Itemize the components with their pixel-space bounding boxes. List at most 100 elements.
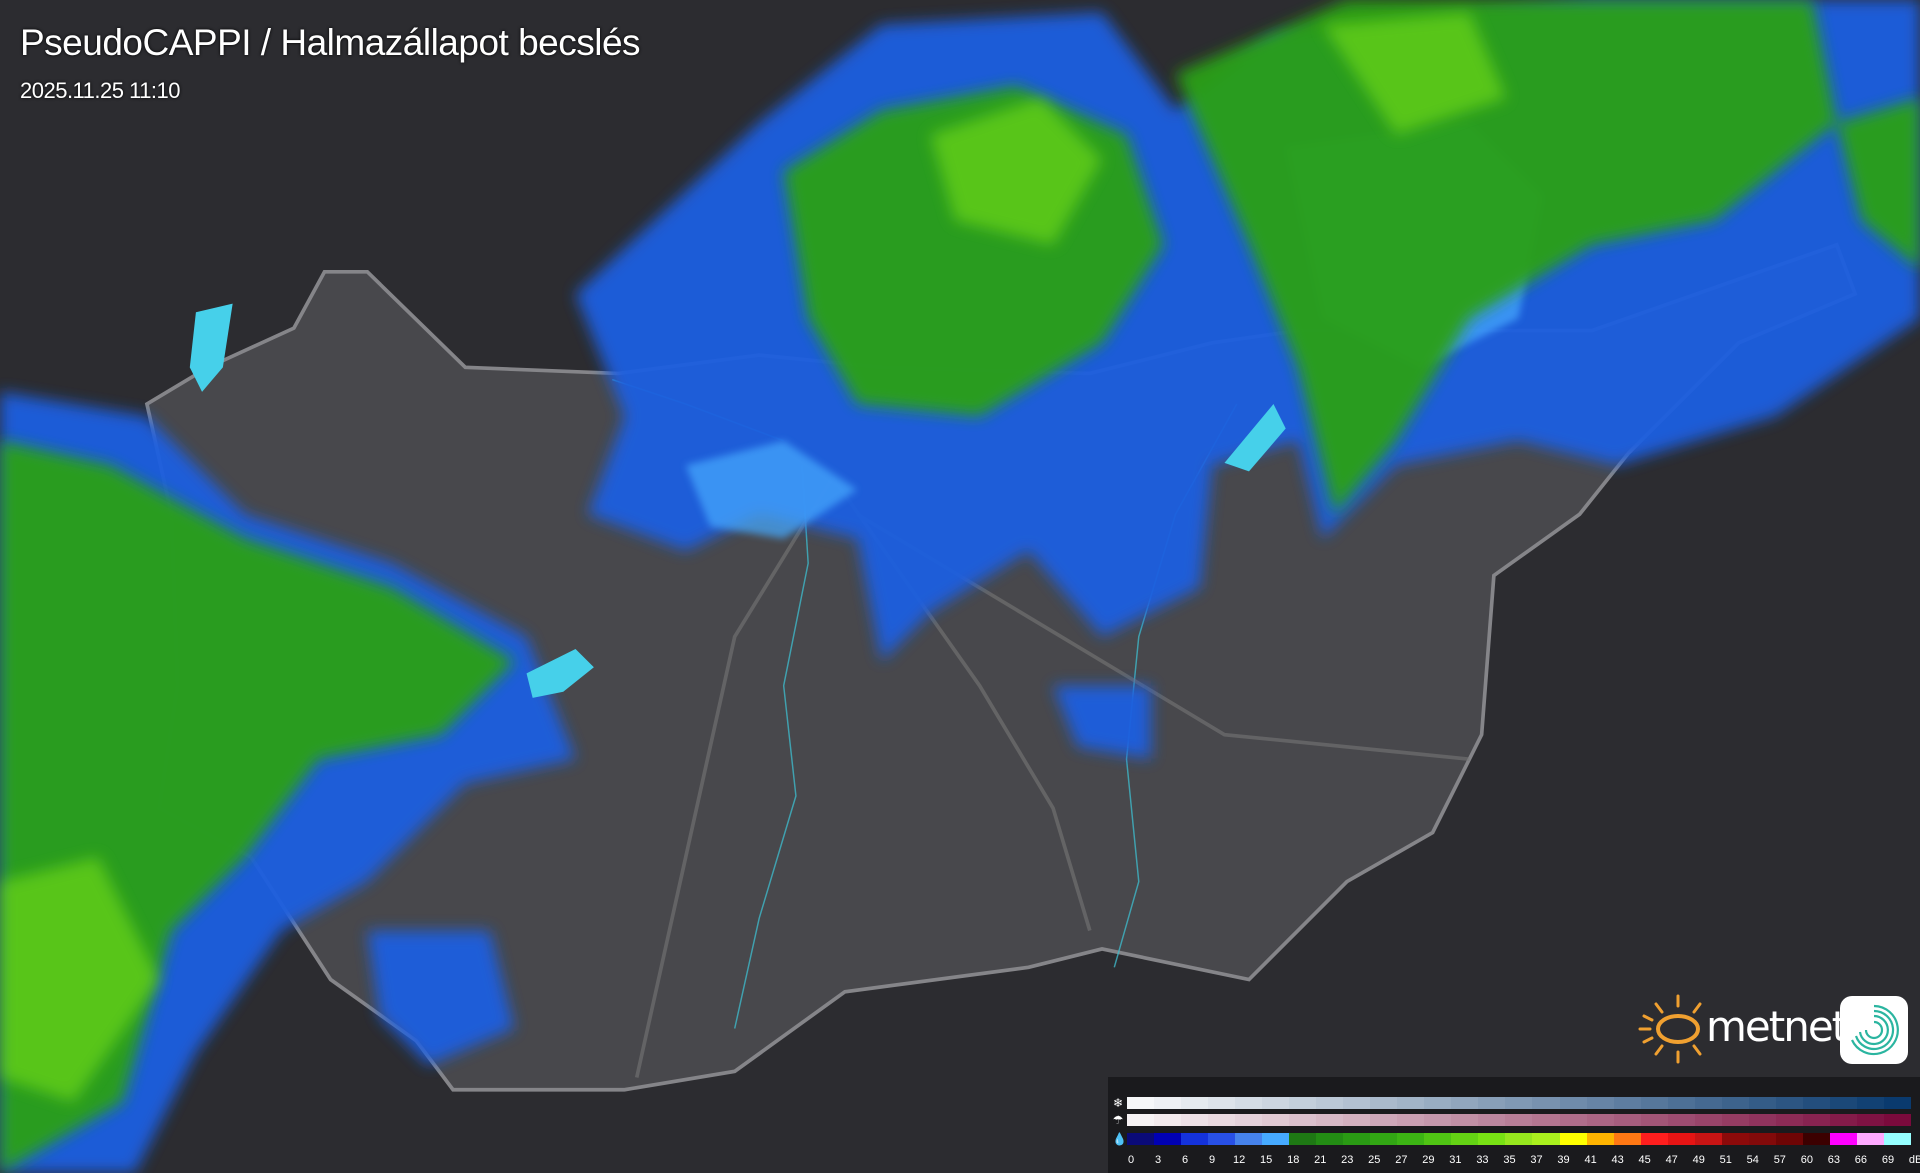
mixed-color-cell [1127, 1114, 1155, 1126]
rain-scale-bar [1127, 1133, 1911, 1145]
scale-tick-label: 41 [1584, 1154, 1597, 1166]
snow-color-cell [1748, 1097, 1776, 1109]
mixed-color-cell [1721, 1114, 1749, 1126]
scale-tick-label: 23 [1341, 1154, 1354, 1166]
mixed-color-cell [1343, 1114, 1371, 1126]
rain-color-cell [1262, 1133, 1290, 1145]
snow-color-cell [1370, 1097, 1398, 1109]
rain-color-cell [1235, 1133, 1263, 1145]
mixed-color-cell [1856, 1114, 1884, 1126]
snow-color-cell [1289, 1097, 1317, 1109]
scale-tick-label: 43 [1611, 1154, 1624, 1166]
scale-tick-label: 0 [1127, 1154, 1135, 1166]
mixed-color-cell [1505, 1114, 1533, 1126]
mixed-color-cell [1775, 1114, 1803, 1126]
snow-color-cell [1451, 1097, 1479, 1109]
rain-color-cell [1883, 1133, 1911, 1145]
dbz-legend: ❄ ☂ 💧 0 3 6 9 12 15 18 21 23 25 27 29 31 33 35 37 39 41 43… [1108, 1077, 1920, 1173]
snow-color-cell [1532, 1097, 1560, 1109]
mixed-color-cell [1478, 1114, 1506, 1126]
rain-color-cell [1559, 1133, 1587, 1145]
scale-tick-label: 54 [1746, 1154, 1759, 1166]
rain-color-cell [1424, 1133, 1452, 1145]
rain-color-cell [1721, 1133, 1749, 1145]
snow-color-cell [1235, 1097, 1263, 1109]
snow-color-cell [1829, 1097, 1857, 1109]
mixed-color-cell [1208, 1114, 1236, 1126]
lake-balaton [526, 648, 594, 698]
raindrop-icon: 💧 [1112, 1132, 1127, 1146]
scale-tick-label: 29 [1422, 1154, 1435, 1166]
mixed-color-cell [1640, 1114, 1668, 1126]
rain-color-cell [1208, 1133, 1236, 1145]
lakes [189, 303, 1286, 698]
scale-tick-label: 6 [1182, 1154, 1189, 1166]
scale-unit-label: dBZ [1908, 1154, 1920, 1166]
mixed-color-cell [1883, 1114, 1911, 1126]
snow-color-cell [1667, 1097, 1695, 1109]
scale-tick-label: 33 [1476, 1154, 1489, 1166]
snow-color-cell [1316, 1097, 1344, 1109]
mixed-color-cell [1370, 1114, 1398, 1126]
snow-color-cell [1640, 1097, 1668, 1109]
rain-color-cell [1640, 1133, 1668, 1145]
mixed-color-cell [1829, 1114, 1857, 1126]
scale-tick-label: 63 [1827, 1154, 1841, 1166]
scale-tick-label: 60 [1800, 1154, 1813, 1166]
snow-color-cell [1154, 1097, 1182, 1109]
lake-tisza [1224, 404, 1286, 472]
scale-tick-label: 69 [1881, 1154, 1895, 1166]
scale-tick-label: 21 [1314, 1154, 1327, 1166]
rain-color-cell [1586, 1133, 1614, 1145]
snow-color-cell [1721, 1097, 1749, 1109]
mixed-color-cell [1748, 1114, 1776, 1126]
snowflake-icon: ❄ [1112, 1096, 1124, 1110]
rain-color-cell [1154, 1133, 1182, 1145]
snow-color-cell [1802, 1097, 1830, 1109]
snow-color-cell [1856, 1097, 1884, 1109]
scale-tick-label: 66 [1854, 1154, 1868, 1166]
mixed-color-cell [1559, 1114, 1587, 1126]
rain-color-cell [1775, 1133, 1803, 1145]
scale-tick-label: 3 [1154, 1154, 1162, 1166]
snow-scale-bar [1127, 1097, 1911, 1109]
scale-tick-label: 45 [1638, 1154, 1651, 1166]
scale-tick-label: 12 [1233, 1154, 1246, 1166]
snow-color-cell [1694, 1097, 1722, 1109]
snow-color-cell [1478, 1097, 1506, 1109]
snow-color-cell [1883, 1097, 1911, 1109]
rain-color-cell [1478, 1133, 1506, 1145]
rain-color-cell [1532, 1133, 1560, 1145]
mixed-color-cell [1289, 1114, 1317, 1126]
mixed-color-cell [1397, 1114, 1425, 1126]
scale-tick-label: 31 [1449, 1154, 1462, 1166]
lake-ferto [189, 303, 233, 392]
mixed-color-cell [1586, 1114, 1614, 1126]
rain-color-cell [1181, 1133, 1209, 1145]
snow-color-cell [1505, 1097, 1533, 1109]
rain-color-cell [1802, 1133, 1830, 1145]
scale-tick-label: 35 [1503, 1154, 1516, 1166]
snow-color-cell [1613, 1097, 1641, 1109]
rain-color-cell [1370, 1133, 1398, 1145]
scale-tick-label: 18 [1287, 1154, 1300, 1166]
mixed-color-cell [1154, 1114, 1182, 1126]
rain-color-cell [1748, 1133, 1776, 1145]
scale-tick-label: 27 [1395, 1154, 1408, 1166]
rain-color-cell [1343, 1133, 1371, 1145]
scale-tick-label: 37 [1530, 1154, 1543, 1166]
swirl-app-icon [1840, 996, 1908, 1064]
rain-color-cell [1316, 1133, 1344, 1145]
snow-color-cell [1559, 1097, 1587, 1109]
snow-color-cell [1262, 1097, 1290, 1109]
rain-color-cell [1856, 1133, 1884, 1145]
mixed-color-cell [1451, 1114, 1479, 1126]
mixed-color-cell [1532, 1114, 1560, 1126]
snow-color-cell [1181, 1097, 1209, 1109]
rain-color-cell [1505, 1133, 1533, 1145]
mixed-color-cell [1235, 1114, 1263, 1126]
mixed-color-cell [1424, 1114, 1452, 1126]
snow-color-cell [1208, 1097, 1236, 1109]
scale-labels: 0 3 6 9 12 15 18 21 23 25 27 29 31 33 35 37 39 41 43 45 47 49… [1127, 1154, 1920, 1168]
